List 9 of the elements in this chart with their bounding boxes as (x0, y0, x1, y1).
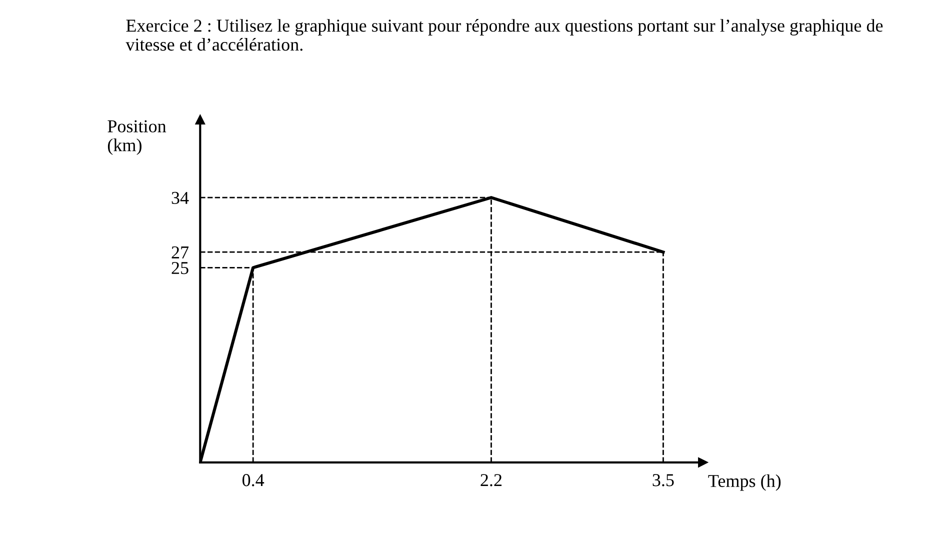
y-tick-label: 25 (172, 262, 188, 274)
chart-title: Exercice 2 : Utilisez le graphique suivant pour répondre aux questions portant sur l’analyse graphique de vitesse et d’accélération. (126, 19, 883, 51)
x-tick-label: 0.4 (242, 474, 264, 486)
x-tick-label: 3.5 (652, 474, 674, 486)
x-tick-label: 2.2 (480, 474, 502, 486)
y-tick-label: 27 (172, 246, 189, 258)
x-axis-title: Temps (h) (708, 474, 781, 491)
y-axis-title: Position (km) (108, 120, 166, 155)
y-tick-label: 34 (172, 192, 189, 204)
